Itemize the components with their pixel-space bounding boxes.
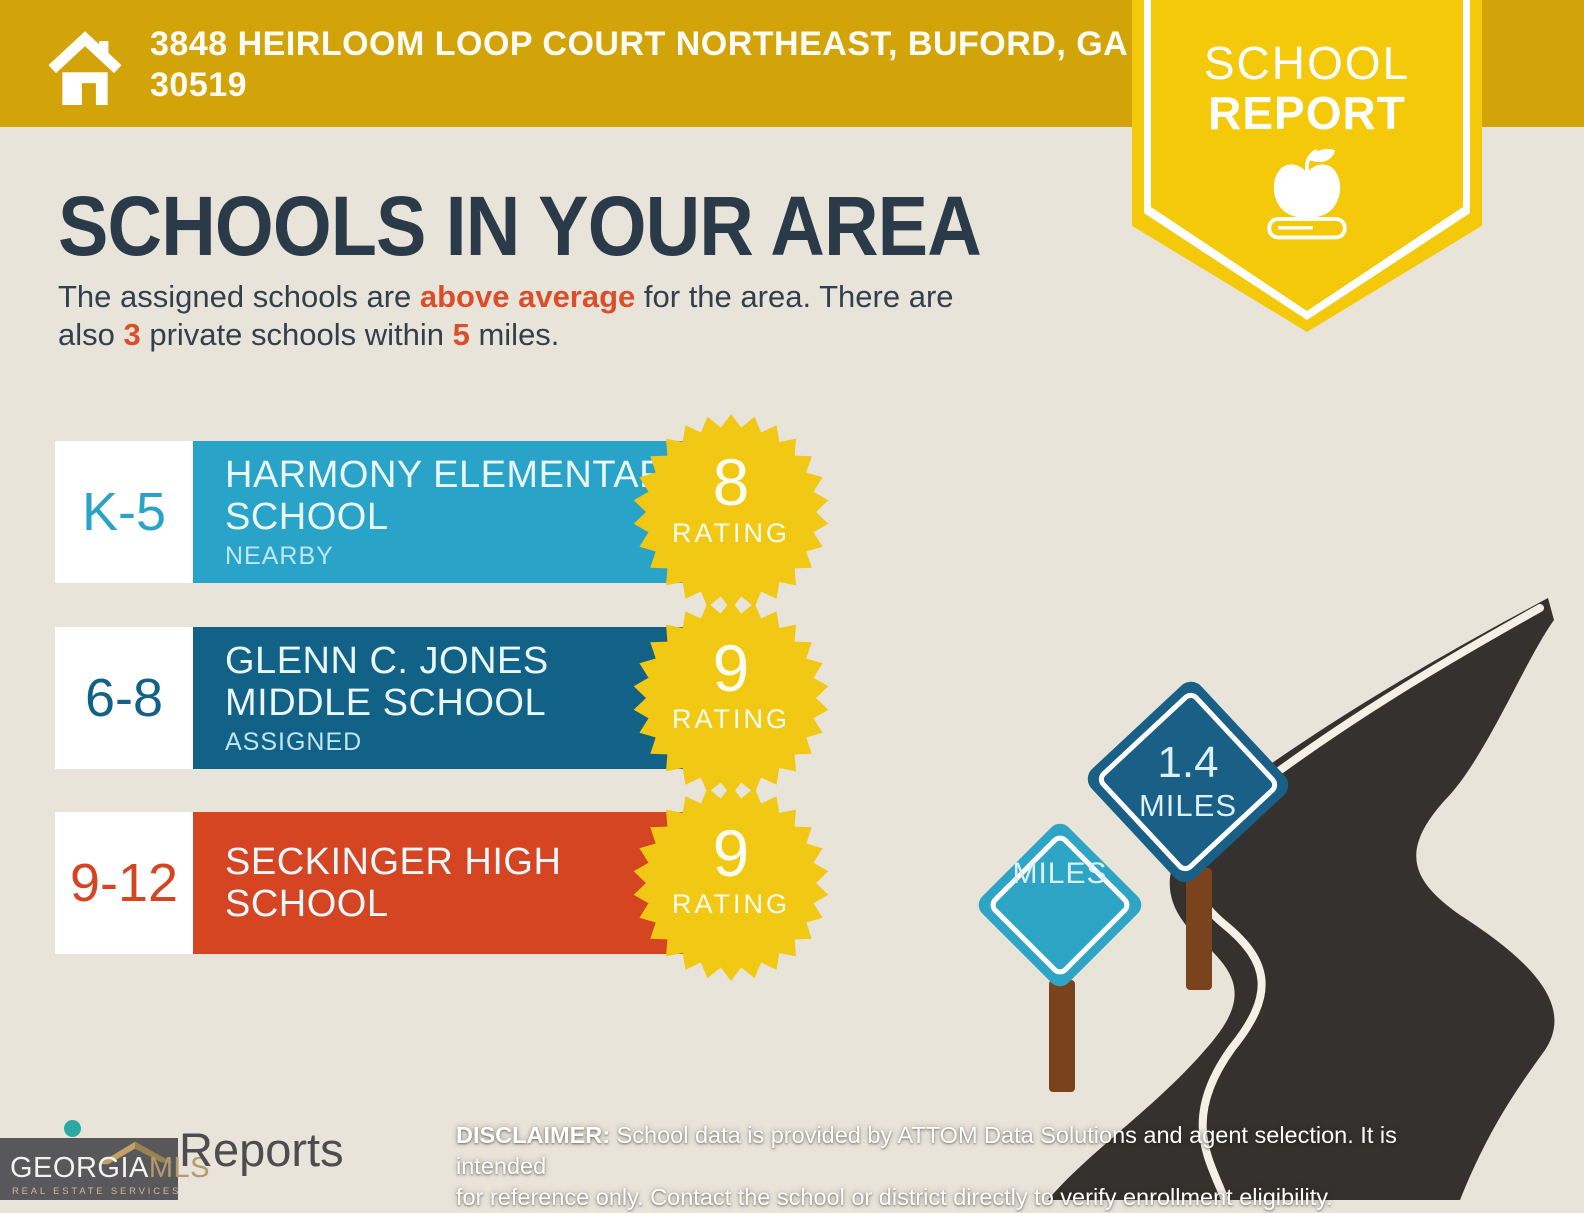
- mileage-sign-1-4: 1.4 MILES: [1081, 675, 1295, 889]
- teal-dot-decoration: [64, 1120, 81, 1137]
- address-line-1: 3848 HEIRLOOM LOOP COURT NORTHEAST, BUFO…: [150, 25, 1129, 63]
- georgia-mls-logo: GEORGIAMLS REAL ESTATE SERVICES: [0, 1138, 209, 1200]
- school-report-badge: SCHOOL REPORT: [1132, 0, 1482, 332]
- rating-label: RATING: [672, 889, 790, 919]
- radius-miles: 5: [452, 317, 470, 352]
- sign-miles-value: 1.4: [1157, 738, 1219, 787]
- starburst-icon: [633, 785, 829, 981]
- school-bar: SECKINGER HIGH SCHOOL: [193, 812, 720, 954]
- school-name: SECKINGER HIGH SCHOOL: [225, 841, 562, 925]
- diamond-sign-shape: [973, 818, 1147, 992]
- grade-range-badge: K-5: [55, 441, 193, 583]
- rating-value: 8: [712, 445, 750, 519]
- rating-label: RATING: [672, 704, 790, 734]
- sign-post: [1186, 868, 1212, 990]
- grade-range-badge: 6-8: [55, 627, 193, 769]
- school-name: GLENN C. JONES MIDDLE SCHOOL: [225, 639, 549, 724]
- school-row-middle: 6-8 GLENN C. JONES MIDDLE SCHOOL ASSIGNE…: [55, 627, 920, 769]
- disclaimer-line-1: DISCLAIMER: School data is provided by A…: [456, 1122, 1397, 1179]
- badge-title-report: REPORT: [1208, 87, 1406, 139]
- rating-badge: 9 RATING: [631, 598, 831, 798]
- summary-text: The assigned schools are above average f…: [58, 278, 954, 354]
- road-surface: [1048, 598, 1555, 1200]
- school-name: HARMONY ELEMENTARY SCHOOL: [225, 453, 693, 538]
- home-icon: [48, 31, 122, 105]
- school-assignment-label: ASSIGNED: [225, 727, 363, 756]
- starburst-icon: [633, 414, 829, 610]
- above-average-highlight: above average: [419, 279, 636, 314]
- disclaimer-text: DISCLAIMER: School data is provided by A…: [456, 1120, 1486, 1213]
- rating-badge: 8 RATING: [631, 412, 831, 612]
- mileage-sign-small: MILES: [973, 818, 1147, 992]
- page-title: SCHOOLS IN YOUR AREA: [58, 179, 982, 273]
- address-line-2: 30519: [150, 66, 248, 104]
- school-assignment-label: NEARBY: [225, 541, 334, 570]
- logo-tagline: REAL ESTATE SERVICES: [12, 1186, 182, 1197]
- grade-range-badge: 9-12: [55, 812, 193, 954]
- rating-value: 9: [712, 631, 750, 705]
- reports-wordmark: Reports: [179, 1123, 344, 1176]
- property-address: 3848 HEIRLOOM LOOP COURT NORTHEAST, BUFO…: [150, 24, 1150, 106]
- summary-line-1: The assigned schools are above average f…: [58, 279, 954, 314]
- private-school-count: 3: [123, 317, 141, 352]
- school-row-elementary: K-5 HARMONY ELEMENTARY SCHOOL NEARBY: [55, 441, 920, 583]
- sign-miles-unit: MILES: [1138, 788, 1238, 823]
- roof-icon: [97, 1141, 173, 1165]
- rating-label: RATING: [672, 518, 790, 548]
- school-row-high: 9-12 SECKINGER HIGH SCHOOL: [55, 812, 920, 954]
- rating-badge: 9 RATING: [631, 783, 831, 983]
- apple-on-book-icon: [1267, 148, 1347, 240]
- sign-post: [1049, 980, 1075, 1092]
- school-bar: GLENN C. JONES MIDDLE SCHOOL ASSIGNED: [193, 627, 720, 769]
- badge-title-school: SCHOOL: [1203, 37, 1411, 89]
- disclaimer-line-2: for reference only. Contact the school o…: [456, 1184, 1333, 1210]
- rating-value: 9: [712, 816, 750, 890]
- school-bar: HARMONY ELEMENTARY SCHOOL NEARBY: [193, 441, 720, 583]
- sign-miles-unit: MILES: [1012, 857, 1108, 890]
- starburst-icon: [633, 600, 829, 796]
- summary-line-2: also 3 private schools within 5 miles.: [58, 317, 560, 352]
- logo-wordmark: GEORGIAMLS: [10, 1152, 210, 1184]
